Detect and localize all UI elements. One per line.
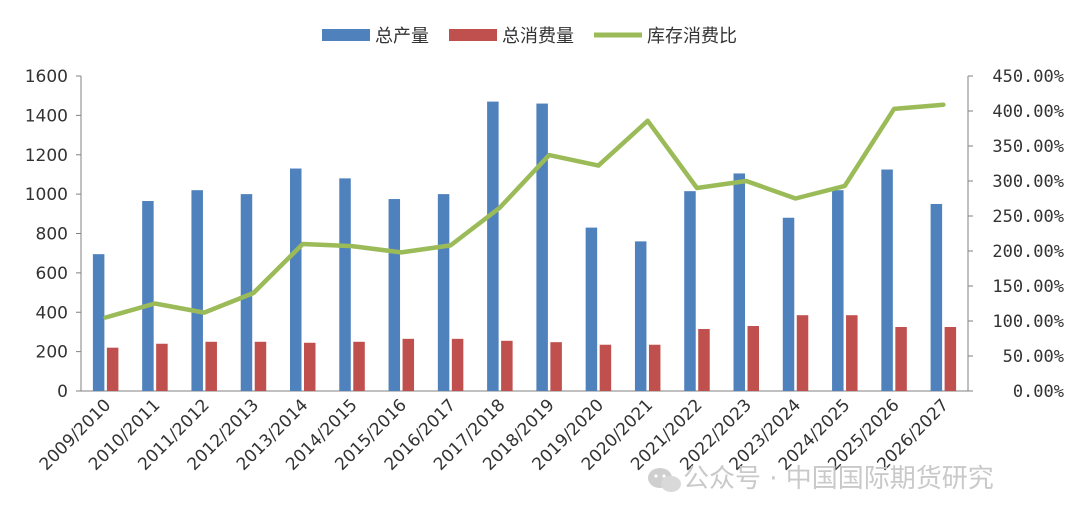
production-bar xyxy=(240,194,253,391)
ratio-point xyxy=(450,244,452,246)
production-bar xyxy=(634,241,647,391)
production-bar xyxy=(881,169,893,391)
ratio-line xyxy=(103,102,946,320)
ratio-point xyxy=(647,120,649,122)
legend: 总产量 总消费量 库存消费比 xyxy=(322,26,737,47)
legend-consumption-swatch xyxy=(449,29,497,41)
consumption-bar xyxy=(648,344,661,391)
consumption-bar xyxy=(796,315,809,391)
right-axis: 0.00% 50.00% 100.00% 150.00% 200.00% 250.00% 3… xyxy=(967,67,1064,402)
ratio-point xyxy=(105,317,107,318)
wechat-icon xyxy=(648,468,681,492)
legend-consumption-label: 总消费量 xyxy=(502,26,574,47)
production-bar xyxy=(142,201,154,391)
left-axis: 0 200 400 600 800 1000 1200 1400 1600 xyxy=(25,67,968,402)
consumption-bar xyxy=(747,326,759,391)
production-bar xyxy=(437,194,450,391)
ratio-point xyxy=(597,165,599,167)
production-bar xyxy=(92,254,105,391)
left-tick-label: 600 xyxy=(36,264,68,284)
watermark: 公众号 · 中国国际期货研究 xyxy=(648,464,994,494)
right-tick-label: 350.00% xyxy=(992,137,1064,157)
production-bar xyxy=(684,191,696,391)
production-bar xyxy=(487,101,499,391)
left-tick-label: 1400 xyxy=(25,106,68,126)
left-tick-label: 0 xyxy=(57,382,68,402)
right-tick-label: 400.00% xyxy=(992,102,1064,122)
left-tick-label: 800 xyxy=(36,225,68,245)
left-tick-label: 1200 xyxy=(25,146,68,166)
consumption-bar xyxy=(402,338,415,391)
ratio-point xyxy=(696,187,698,189)
right-tick-label: 200.00% xyxy=(992,242,1064,262)
right-tick-label: 0.00% xyxy=(1013,382,1064,402)
production-bar xyxy=(290,168,302,391)
ratio-point xyxy=(548,154,550,156)
production-bar xyxy=(585,227,598,391)
right-tick-label: 250.00% xyxy=(992,207,1064,227)
production-bar xyxy=(782,217,795,391)
left-tick-label: 1000 xyxy=(25,185,68,205)
left-tick-label: 400 xyxy=(36,303,68,323)
ratio-point xyxy=(745,180,747,182)
production-bar xyxy=(388,199,401,391)
right-tick-label: 300.00% xyxy=(992,172,1064,192)
legend-production-label: 总产量 xyxy=(375,26,429,47)
consumption-bar xyxy=(106,347,119,391)
consumption-bar xyxy=(451,338,464,391)
ratio-point xyxy=(942,104,944,106)
consumption-bar xyxy=(895,327,907,391)
consumption-bar xyxy=(599,344,612,391)
production-bar xyxy=(339,178,351,391)
consumption-bar xyxy=(846,315,858,391)
watermark-text: 公众号 · 中国国际期货研究 xyxy=(683,464,994,494)
bars xyxy=(92,101,957,391)
ratio-point xyxy=(795,198,797,199)
ratio-point xyxy=(499,207,501,209)
production-bar xyxy=(733,173,745,391)
consumption-bar xyxy=(353,341,365,391)
legend-ratio: 库存消费比 xyxy=(594,26,737,47)
consumption-bar xyxy=(944,327,957,391)
left-tick-label: 1600 xyxy=(25,67,68,87)
right-tick-label: 100.00% xyxy=(992,312,1064,332)
legend-production-swatch xyxy=(322,29,370,41)
consumption-bar xyxy=(698,328,710,391)
legend-production: 总产量 xyxy=(322,26,429,47)
ratio-point xyxy=(154,303,156,304)
production-bar xyxy=(536,103,548,391)
ratio-point xyxy=(351,245,353,247)
ratio-point xyxy=(893,108,895,110)
production-bar xyxy=(191,190,203,391)
consumption-bar xyxy=(205,341,217,391)
legend-ratio-label: 库存消费比 xyxy=(647,26,737,47)
ratio-line-layer xyxy=(103,102,946,320)
legend-consumption: 总消费量 xyxy=(449,26,574,47)
right-tick-label: 50.00% xyxy=(1003,347,1064,367)
right-tick-label: 450.00% xyxy=(992,67,1064,87)
production-bar xyxy=(930,203,943,391)
consumption-bar xyxy=(254,341,267,391)
x-axis-labels: 2009/20102010/20112011/20122012/20132013… xyxy=(36,395,953,474)
ratio-point xyxy=(203,312,205,314)
consumption-bar xyxy=(501,340,513,391)
consumption-bar xyxy=(550,342,562,391)
ratio-point xyxy=(302,243,304,245)
right-tick-label: 150.00% xyxy=(992,277,1064,297)
ratio-point xyxy=(400,251,402,253)
production-bar xyxy=(832,190,844,391)
consumption-bar xyxy=(156,343,168,391)
ratio-point xyxy=(844,185,846,187)
consumption-bar xyxy=(304,342,316,391)
ratio-point xyxy=(252,292,254,294)
left-tick-label: 200 xyxy=(36,343,68,363)
